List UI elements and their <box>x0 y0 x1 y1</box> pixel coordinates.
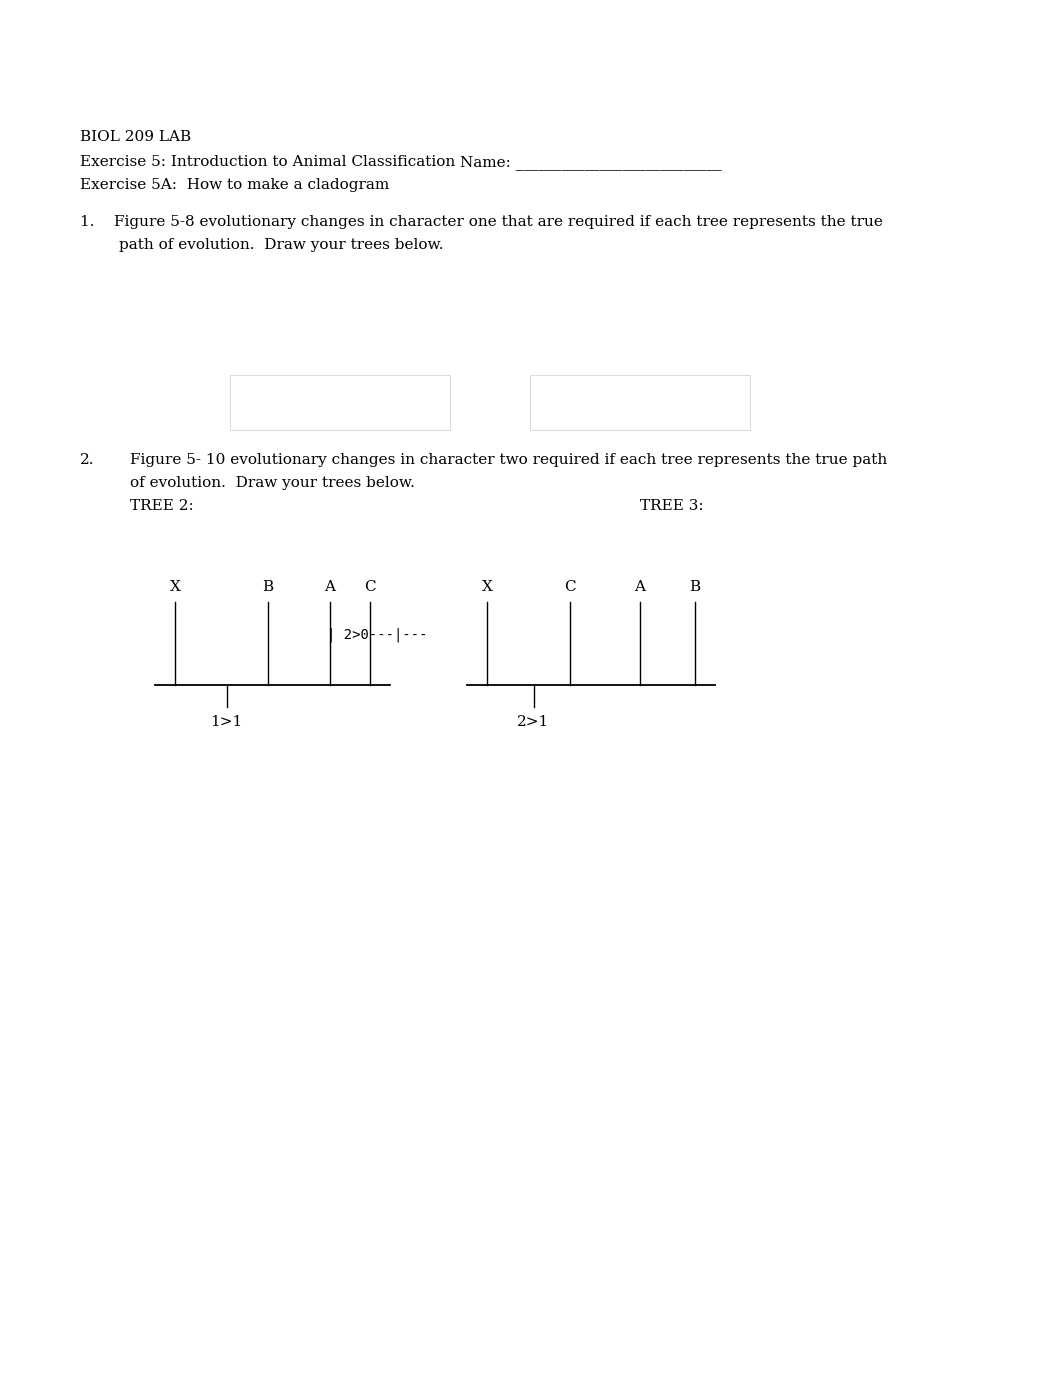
Text: 2>1: 2>1 <box>517 715 550 728</box>
Bar <box>230 375 450 430</box>
Text: Name: ___________________________: Name: ___________________________ <box>460 156 721 169</box>
Text: path of evolution.  Draw your trees below.: path of evolution. Draw your trees below… <box>80 238 444 252</box>
Text: TREE 3:: TREE 3: <box>640 498 704 514</box>
Text: B: B <box>689 580 701 593</box>
Text: | 2>0---|---: | 2>0---|--- <box>327 628 428 642</box>
Text: B: B <box>262 580 274 593</box>
Text: C: C <box>364 580 376 593</box>
Text: C: C <box>564 580 576 593</box>
Text: Exercise 5: Introduction to Animal Classification: Exercise 5: Introduction to Animal Class… <box>80 156 456 169</box>
Text: 2.: 2. <box>80 453 95 467</box>
Text: X: X <box>481 580 493 593</box>
Text: A: A <box>325 580 336 593</box>
Text: of evolution.  Draw your trees below.: of evolution. Draw your trees below. <box>130 476 415 490</box>
Text: Exercise 5A:  How to make a cladogram: Exercise 5A: How to make a cladogram <box>80 178 390 191</box>
Text: TREE 2:: TREE 2: <box>130 498 193 514</box>
Bar <box>530 375 750 430</box>
Text: X: X <box>170 580 181 593</box>
Text: 1.    Figure 5-8 evolutionary changes in character one that are required if each: 1. Figure 5-8 evolutionary changes in ch… <box>80 215 883 229</box>
Text: Figure 5- 10 evolutionary changes in character two required if each tree represe: Figure 5- 10 evolutionary changes in cha… <box>130 453 887 467</box>
Text: BIOL 209 LAB: BIOL 209 LAB <box>80 129 191 145</box>
Text: 1>1: 1>1 <box>210 715 242 728</box>
Text: A: A <box>634 580 646 593</box>
